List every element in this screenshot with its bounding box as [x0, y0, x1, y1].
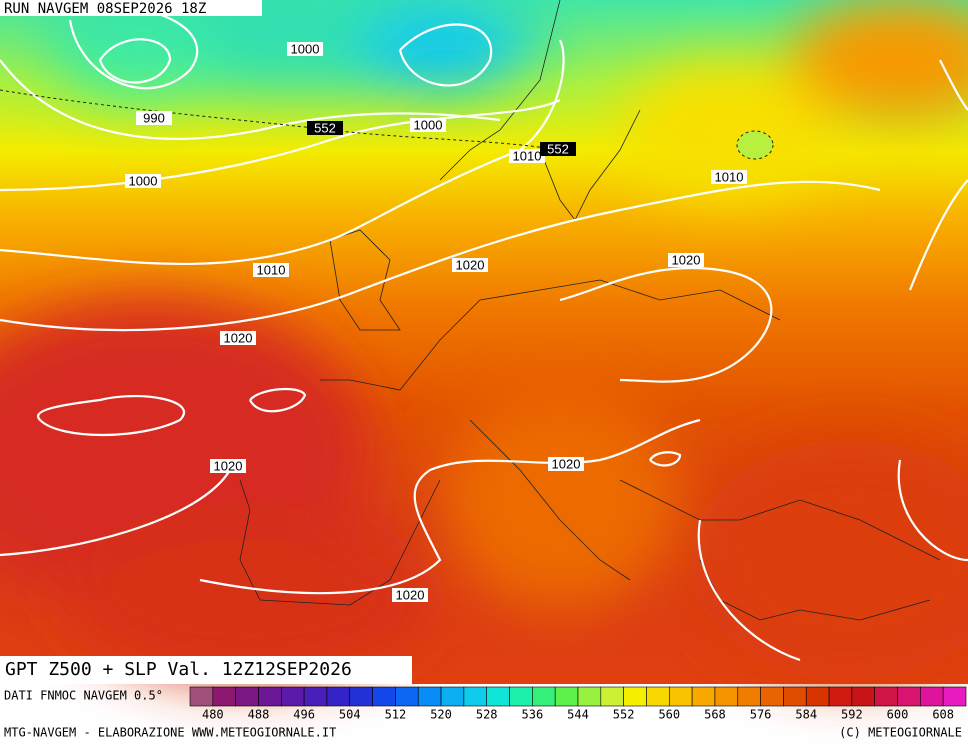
colorbar-swatch [235, 686, 259, 707]
colorbar-swatch [303, 686, 328, 707]
colorbar-swatch [623, 686, 647, 707]
colorbar-label: 512 [385, 708, 407, 722]
isobar-label-bg [253, 263, 289, 277]
colorbar-label: 568 [704, 708, 726, 722]
isobar-label-bg [210, 459, 246, 473]
colorbar-swatch [395, 686, 419, 707]
isobar-label-bg [509, 149, 545, 163]
isobar-label: 1010 [513, 148, 542, 163]
colorbar-label: 528 [476, 708, 498, 722]
colorbar-swatch [691, 686, 716, 707]
colorbar-swatch [554, 686, 579, 707]
colorbar-swatch [646, 686, 670, 707]
colorbar-label: 576 [750, 708, 772, 722]
colorbar-label: 544 [567, 708, 589, 722]
colorbar: 480 488 496 504 512 520 528 536 544 552 560 568 576 5… [189, 686, 967, 722]
colorbar-label: 552 [613, 708, 635, 722]
colorbar-swatch [440, 686, 465, 707]
isobar-label-bg [410, 118, 446, 132]
colorbar-swatch [737, 686, 761, 707]
isobar-label-bg [452, 258, 488, 272]
colorbar-swatch [851, 686, 876, 707]
colorbar-swatch [280, 686, 305, 707]
colorbar-swatch [189, 686, 214, 707]
map-background [0, 0, 968, 684]
colorbar-swatch [509, 686, 533, 707]
colorbar-swatch [783, 686, 807, 707]
footer-title-box [0, 656, 412, 684]
credit-right: (C) METEOGIORNALE [839, 726, 962, 740]
colorbar-label: 480 [202, 708, 224, 722]
data-source: DATI FNMOC NAVGEM 0.5° [4, 689, 163, 703]
colorbar-label: 504 [339, 708, 361, 722]
isobar-label: 1020 [552, 456, 581, 471]
isobar-label: 1020 [214, 458, 243, 473]
isobar-label-bg [668, 253, 704, 267]
colorbar-swatch [417, 686, 442, 707]
isobar-label-bg [548, 457, 584, 471]
isobar-label-bg [307, 121, 343, 135]
colorbar-swatch [212, 686, 236, 707]
colorbar-label: 488 [248, 708, 270, 722]
isobar-label: 1020 [224, 330, 253, 345]
isobar-label-bg [287, 42, 323, 56]
colorbar-label: 584 [795, 708, 817, 722]
isobar-labels: 1000 990 552 1000 1010 552 1000 1010 1010 1020 102… [125, 41, 747, 602]
colorbar-swatch [828, 686, 853, 707]
colorbar-swatch [372, 686, 396, 707]
colorbar-swatch [668, 686, 693, 707]
isobar-label-bg [125, 174, 161, 188]
isobar-label-bg [711, 170, 747, 184]
isobar-label: 1000 [291, 41, 320, 56]
colorbar-swatch [486, 686, 510, 707]
run-title: RUN NAVGEM 08SEP2026 18Z [4, 1, 206, 17]
colorbar-label: 520 [430, 708, 452, 722]
colorbar-swatch [760, 686, 784, 707]
isobar-label: 552 [547, 141, 569, 156]
colorbar-swatch [714, 686, 739, 707]
isobar-label: 552 [314, 120, 336, 135]
colorbar-swatch [577, 686, 602, 707]
colorbar-label: 600 [887, 708, 909, 722]
colorbar-swatch [463, 686, 488, 707]
colorbar-swatch [805, 686, 830, 707]
colorbar-swatch [920, 686, 944, 707]
isobar-label: 1020 [456, 257, 485, 272]
colorbar-swatch [349, 686, 373, 707]
validity-title: GPT Z500 + SLP Val. 12Z12SEP2026 [5, 659, 352, 680]
colorbar-label: 536 [522, 708, 544, 722]
colorbar-label: 496 [293, 708, 315, 722]
isobar-label-bg [136, 111, 172, 125]
isobar-label: 1000 [129, 173, 158, 188]
isobar-label-bg [220, 331, 256, 345]
colorbar-swatch [326, 686, 351, 707]
colorbar-swatch [897, 686, 921, 707]
isobar-label: 1010 [715, 169, 744, 184]
colorbar-label: 608 [932, 708, 954, 722]
colorbar-label: 592 [841, 708, 863, 722]
isobar-label: 1020 [672, 252, 701, 267]
colorbar-swatch [532, 686, 556, 707]
isobar-label: 990 [143, 110, 165, 125]
isobar-label: 1020 [396, 587, 425, 602]
isobar-label: 1010 [257, 262, 286, 277]
colorbar-swatch [600, 686, 624, 707]
credit-left: MTG-NAVGEM - ELABORAZIONE WWW.METEOGIORN… [4, 726, 336, 740]
header-box [0, 0, 262, 16]
colorbar-label: 560 [658, 708, 680, 722]
isobar-label-bg [540, 142, 576, 156]
isobar-label-bg [392, 588, 428, 602]
isobar-label: 1000 [414, 117, 443, 132]
colorbar-swatch [874, 686, 898, 707]
colorbar-swatch [258, 686, 282, 707]
colorbar-swatch [942, 686, 967, 707]
